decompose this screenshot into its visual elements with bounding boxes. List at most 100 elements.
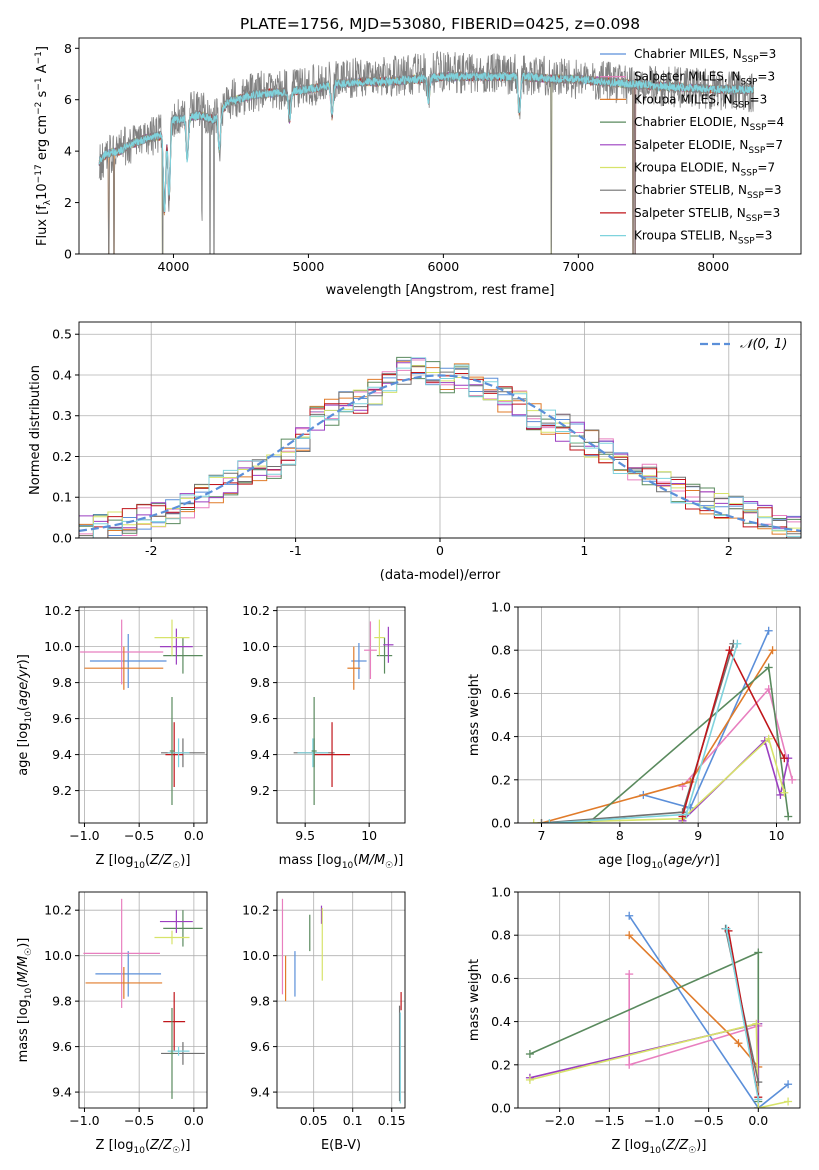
x-tick-label: 0.0: [184, 1113, 204, 1128]
y-tick-label: 10.2: [44, 603, 72, 618]
data-point: [529, 819, 538, 823]
data-point: [764, 734, 773, 743]
y-tick-label: 9.4: [250, 1085, 270, 1100]
series-line: [725, 928, 760, 1100]
x-tick-label: 7000: [562, 259, 594, 274]
series-line: [643, 630, 770, 809]
y-tick-label: 0.4: [52, 367, 72, 382]
x-axis-label: (data-model)/error: [380, 568, 501, 583]
y-tick-label: 0.2: [491, 772, 511, 787]
axes-age-weight: 7 8 9 10 0.0 0.2 0.4 0.6 0.8 1.0 age [log10(age/yr…: [467, 600, 801, 871]
axes-frame: [78, 37, 802, 255]
data-point: [764, 663, 773, 672]
plot-area: [281, 898, 402, 1104]
y-axis-label: Normed distribution: [28, 365, 43, 495]
error-bar: [167, 738, 190, 768]
error-bar: [95, 951, 162, 997]
y-tick-label: 0: [64, 247, 72, 262]
model-spectrum-line-top: [98, 71, 754, 213]
error-bar: [80, 619, 164, 685]
y-axis-label: mass weight: [467, 959, 482, 1041]
data-point: [525, 1075, 534, 1084]
error-bar: [85, 967, 163, 999]
x-tick-label: 4000: [158, 259, 190, 274]
plot-area: [293, 619, 394, 805]
error-bar: [314, 722, 350, 787]
y-tick-label: 0.6: [491, 971, 511, 986]
legend-label: Salpeter STELIB, NSSP=3: [634, 206, 780, 224]
figure-title: PLATE=1756, MJD=53080, FIBERID=0425, z=0…: [240, 15, 640, 33]
data-point: [725, 646, 734, 655]
legend-label: Salpeter MILES, NSSP=3: [634, 70, 775, 88]
axes-frame: [78, 606, 208, 824]
y-tick-label: 9.4: [52, 747, 72, 762]
x-tick-label: 0.1: [343, 1113, 363, 1128]
x-tick-label: 1: [580, 543, 588, 558]
y-tick-label: 10.2: [44, 903, 72, 918]
x-tick-label: 0.05: [300, 1113, 328, 1128]
error-bar: [159, 628, 193, 665]
axes-z-weight: −2.0 −1.5 −1.0 −0.5 0.0 0.0 0.2 0.4 0.6 0.8 1.0 Z […: [467, 885, 801, 1156]
axes-residuals: -2 -1 0 1 2 0.0 0.1 0.2 0.3 0.4 0.5 𝒩(0, 1) (data-mo…: [28, 321, 802, 583]
data-point: [525, 1050, 534, 1058]
x-tick-label: 8: [616, 828, 624, 843]
y-tick-label: 10.2: [242, 603, 270, 618]
x-tick-label: 0.15: [378, 1113, 406, 1128]
error-bar: [383, 626, 394, 663]
y-tick-label: 0.2: [491, 1057, 511, 1072]
data-point: [768, 646, 777, 655]
data-point: [788, 775, 797, 784]
x-axis-label: Z [log10(Z/Z☉)]: [612, 1138, 707, 1156]
x-tick-label: −2.0: [545, 1113, 575, 1128]
data-point: [734, 1039, 743, 1048]
error-bar: [163, 992, 186, 1052]
legend-label: Chabrier MILES, NSSP=3: [634, 47, 776, 65]
error-bar: [83, 898, 160, 1008]
y-tick-label: 10.0: [242, 948, 270, 963]
x-tick-label: 0.0: [748, 1113, 768, 1128]
y-tick-label: 0.4: [491, 1014, 511, 1029]
y-tick-label: 9.6: [250, 1039, 270, 1054]
data-point: [733, 639, 742, 648]
x-tick-label: 10: [769, 828, 785, 843]
axes-ebv-mass: 0.05 0.1 0.15 9.4 9.6 9.8 10.0 10.2 E(B-V): [242, 891, 406, 1153]
y-tick-label: 9.8: [52, 994, 72, 1009]
y-tick-label: 0.0: [52, 531, 72, 546]
data-point: [625, 1060, 634, 1069]
error-bar: [165, 722, 183, 787]
data-point: [625, 911, 634, 920]
series-line: [587, 665, 790, 823]
legend-label: Kroupa MILES, NSSP=3: [634, 92, 767, 110]
y-tick-label: 10.2: [242, 903, 270, 918]
legend-label: 𝒩(0, 1): [740, 337, 787, 352]
x-tick-label: -2: [145, 543, 157, 558]
plot-area: [98, 50, 754, 254]
error-bar: [89, 634, 167, 688]
error-bar: [163, 910, 203, 947]
x-tick-label: −0.5: [124, 828, 154, 843]
x-tick-label: 0: [436, 543, 444, 558]
y-tick-label: 9.4: [250, 747, 270, 762]
y-tick-label: 0.4: [491, 729, 511, 744]
x-tick-label: 10: [361, 828, 377, 843]
x-tick-label: −0.5: [693, 1113, 723, 1128]
x-tick-label: 8000: [697, 259, 729, 274]
data-point: [545, 819, 554, 823]
y-tick-label: 0.8: [491, 643, 511, 658]
x-axis-label: age [log10(age/yr)]: [598, 853, 720, 871]
error-bar: [297, 738, 329, 768]
data-point: [682, 810, 691, 819]
legend: 𝒩(0, 1): [700, 337, 787, 352]
y-tick-label: 0.0: [491, 1101, 511, 1116]
series-line: [628, 915, 789, 1108]
y-axis-label: Flux [fλ10−17 erg cm−2 s−1 A−1]: [34, 46, 53, 246]
legend-label: Salpeter ELODIE, NSSP=7: [634, 138, 783, 156]
x-axis-label: Z [log10(Z/Z☉)]: [96, 853, 191, 871]
x-tick-label: 0.0: [184, 828, 204, 843]
normal-curve: [79, 374, 801, 532]
y-tick-label: 4: [64, 144, 72, 159]
axes-frame: [276, 891, 406, 1109]
error-bar: [169, 1007, 175, 1099]
error-bar: [84, 646, 164, 690]
plot-area: [83, 898, 205, 1099]
